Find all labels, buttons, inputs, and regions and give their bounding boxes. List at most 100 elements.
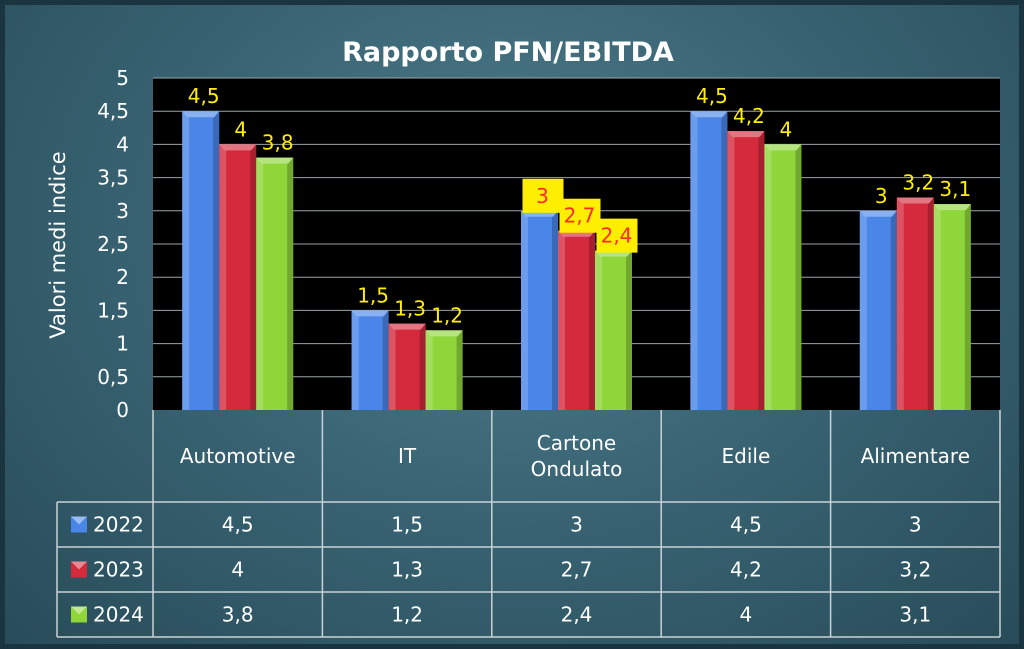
bar-top <box>351 310 389 317</box>
bar-highlight <box>690 111 698 410</box>
chart-title: Rapporto PFN/EBITDA <box>342 37 674 68</box>
data-label: 3 <box>536 184 549 208</box>
data-label: 1,5 <box>357 283 389 307</box>
legend-label-2024: 2024 <box>93 603 144 627</box>
y-tick-label: 3 <box>116 199 129 223</box>
y-tick-label: 4 <box>116 132 129 156</box>
legend-key-top <box>71 606 87 615</box>
table-cell: 4 <box>740 603 753 627</box>
bar-top <box>690 111 728 118</box>
bar-highlight <box>256 157 264 410</box>
table-cell: 4,2 <box>730 558 762 582</box>
data-label: 4,2 <box>733 104 765 128</box>
data-label-box <box>522 178 564 213</box>
table-cell: 3,1 <box>899 603 931 627</box>
table-cell: 2,7 <box>561 558 593 582</box>
bar-highlight <box>558 230 565 410</box>
y-tick-label: 1,5 <box>97 298 129 322</box>
bar-highlight <box>896 197 904 410</box>
data-label: 4 <box>780 117 793 141</box>
data-label: 1,3 <box>394 297 426 321</box>
bar-shade <box>890 210 897 410</box>
bar-chart: Rapporto PFN/EBITDA Valori medi indice 0… <box>46 37 1001 638</box>
bar-shade <box>589 230 595 410</box>
y-tick-label: 3,5 <box>97 166 129 190</box>
bar-shade <box>382 310 389 410</box>
y-tick-label: 4,5 <box>97 99 129 123</box>
category-label: Edile <box>722 444 771 468</box>
bar-top <box>727 131 765 138</box>
category-label: Cartone Ondulato <box>531 431 623 481</box>
bar-top <box>182 111 220 118</box>
data-label: 4,5 <box>188 84 220 108</box>
bar-top <box>933 204 971 211</box>
bar-shade <box>552 210 558 410</box>
table-cell: 4 <box>231 558 244 582</box>
data-label-box <box>559 198 601 233</box>
bar-highlight <box>182 111 190 410</box>
bar-highlight <box>933 204 941 410</box>
table-cell: 3,2 <box>899 558 931 582</box>
bar-top <box>256 157 294 164</box>
table-cell: 3 <box>570 513 583 537</box>
data-label: 2,7 <box>564 204 596 228</box>
legend-label-2022: 2022 <box>93 513 144 537</box>
bar-top <box>764 144 802 151</box>
legend-label-2023: 2023 <box>93 558 144 582</box>
bar-top <box>859 210 897 217</box>
category-label: Automotive <box>180 444 296 468</box>
bar-shade <box>419 323 426 410</box>
bar-shade <box>795 144 802 410</box>
y-tick-label: 1 <box>116 332 129 356</box>
bar-shade <box>721 111 728 410</box>
table-cell: 3,8 <box>222 603 254 627</box>
bar-shade <box>626 250 632 410</box>
bar-shade <box>456 330 463 410</box>
legend-key-top <box>71 516 87 525</box>
y-tick-label: 0 <box>116 398 129 422</box>
bar-highlight <box>764 144 772 410</box>
data-label-box <box>596 218 638 253</box>
category-label: Alimentare <box>861 444 970 468</box>
bar-top <box>425 330 463 337</box>
data-label: 3 <box>875 184 888 208</box>
bar-highlight <box>425 330 433 410</box>
y-tick-label: 5 <box>116 66 129 90</box>
bar-top <box>219 144 257 151</box>
y-tick-label: 0,5 <box>97 365 129 389</box>
table-cell: 1,5 <box>391 513 423 537</box>
bar-top <box>896 197 934 204</box>
data-label: 3,8 <box>262 131 294 155</box>
bar-highlight <box>859 210 867 410</box>
category-label: IT <box>398 444 417 468</box>
data-label: 4,5 <box>696 84 728 108</box>
bar-shade <box>250 144 257 410</box>
bar-highlight <box>595 250 602 410</box>
data-label: 1,2 <box>431 303 463 327</box>
bar-shade <box>758 131 765 410</box>
bar-top <box>388 323 426 330</box>
data-label: 2,4 <box>601 224 633 248</box>
table-cell: 2,4 <box>561 603 593 627</box>
bar-highlight <box>727 131 735 410</box>
bar-shade <box>927 197 934 410</box>
bar-highlight <box>521 210 528 410</box>
legend-key-top <box>71 561 87 570</box>
table-cell: 4,5 <box>222 513 254 537</box>
data-label: 3,2 <box>902 171 934 195</box>
bar-shade <box>287 157 294 410</box>
table-cell: 4,5 <box>730 513 762 537</box>
bar-shade <box>213 111 220 410</box>
data-label: 3,1 <box>939 177 971 201</box>
bar-highlight <box>351 310 359 410</box>
bar-shade <box>964 204 971 410</box>
data-label: 4 <box>234 117 247 141</box>
y-tick-label: 2 <box>116 265 129 289</box>
bar-highlight <box>219 144 227 410</box>
y-axis-label: Valori medi indice <box>46 151 70 338</box>
y-tick-label: 2,5 <box>97 232 129 256</box>
table-cell: 1,2 <box>391 603 423 627</box>
table-cell: 3 <box>909 513 922 537</box>
table-cell: 1,3 <box>391 558 423 582</box>
